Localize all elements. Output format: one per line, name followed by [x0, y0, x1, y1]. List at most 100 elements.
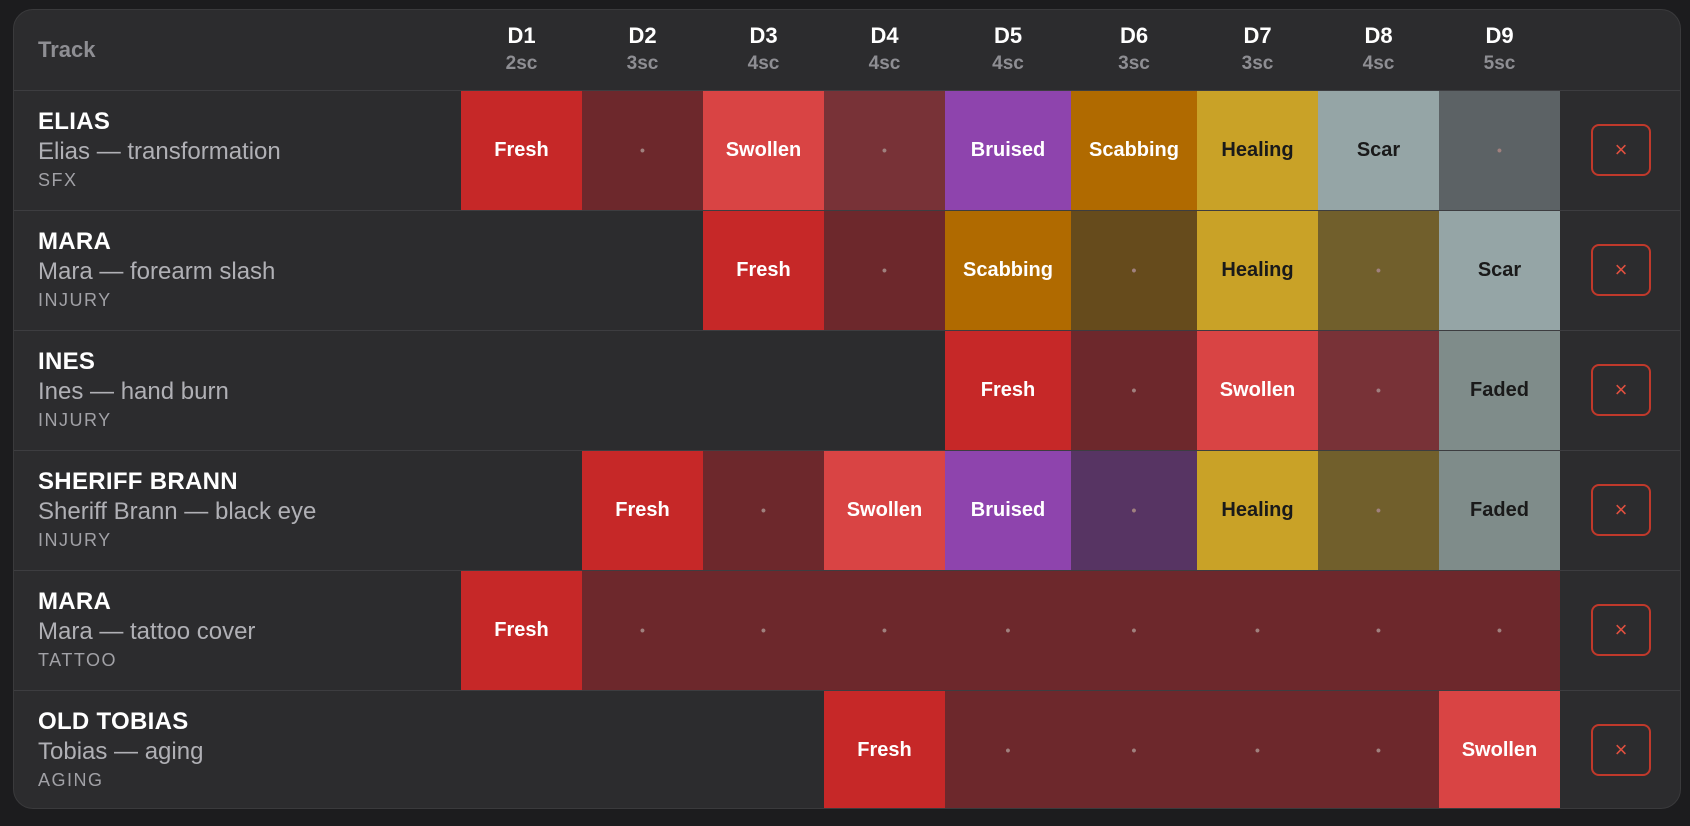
track-name: MARA	[38, 228, 112, 255]
header-row: Track D1 2sc D2 3sc D3 4sc D4 4sc D5 4sc D6 3sc D7 3s…	[14, 10, 1680, 90]
day-column-header: D4 4sc	[824, 10, 945, 90]
continuation-cell[interactable]: •	[1197, 689, 1318, 808]
continuation-cell[interactable]: •	[1071, 689, 1197, 808]
track-info: OLD TOBIAS Tobias — aging AGING	[14, 689, 461, 808]
row-actions: ×	[1560, 209, 1680, 330]
day-column-header: D8 4sc	[1318, 10, 1439, 90]
continuation-cell[interactable]: •	[703, 569, 824, 690]
track-row: SHERIFF BRANN Sheriff Brann — black eye IN…	[14, 449, 1680, 570]
track-info: ELIAS Elias — transformation SFX	[14, 89, 461, 210]
state-cell[interactable]: Fresh	[461, 569, 582, 690]
continuation-cell[interactable]: •	[824, 569, 945, 690]
day-scene-count: 4sc	[868, 52, 901, 74]
track-category: INJURY	[38, 410, 112, 430]
state-cell[interactable]: Swollen	[703, 89, 824, 210]
continuation-cell[interactable]: •	[1318, 329, 1439, 450]
state-cell[interactable]: Swollen	[824, 449, 945, 570]
continuation-cell[interactable]: •	[1071, 209, 1197, 330]
day-scene-count: 5sc	[1483, 52, 1516, 74]
day-scene-count: 4sc	[992, 52, 1024, 74]
state-cell[interactable]: Fresh	[461, 89, 582, 210]
state-cell[interactable]: Scar	[1439, 209, 1560, 330]
continuation-cell[interactable]: •	[1439, 89, 1560, 210]
remove-track-button[interactable]: ×	[1591, 724, 1651, 777]
row-actions: ×	[1560, 89, 1680, 210]
continuation-cell[interactable]: •	[582, 89, 703, 210]
state-cell[interactable]: Swollen	[1439, 689, 1560, 808]
continuation-cell[interactable]: •	[1318, 689, 1439, 808]
state-cell[interactable]: Fresh	[824, 689, 945, 808]
day-label: D3	[749, 22, 778, 48]
remove-track-button[interactable]: ×	[1591, 244, 1651, 296]
state-cell[interactable]: Faded	[1439, 449, 1560, 570]
day-column-header: D7 3sc	[1197, 10, 1318, 90]
track-description: Tobias — aging	[38, 738, 204, 766]
day-scene-count: 4sc	[747, 52, 780, 74]
continuation-cell[interactable]: •	[945, 569, 1071, 690]
row-actions: ×	[1560, 329, 1680, 450]
state-cell[interactable]: Scabbing	[1071, 89, 1197, 210]
state-cell[interactable]: Swollen	[1197, 329, 1318, 450]
close-icon: ×	[1614, 737, 1628, 763]
day-label: D8	[1364, 22, 1393, 48]
continuation-cell[interactable]: •	[1071, 449, 1197, 570]
state-cell[interactable]: Bruised	[945, 89, 1071, 210]
day-column-header: D2 3sc	[582, 10, 703, 90]
track-row: MARA Mara — tattoo cover TATTOO Fresh • • • • • •…	[14, 569, 1680, 690]
continuation-cell[interactable]: •	[1318, 209, 1439, 330]
close-icon: ×	[1614, 257, 1628, 282]
track-description: Mara — forearm slash	[38, 258, 276, 285]
continuation-cell[interactable]: •	[1071, 569, 1197, 690]
remove-track-button[interactable]: ×	[1591, 364, 1651, 416]
actions-column-header	[1560, 10, 1680, 90]
remove-track-button[interactable]: ×	[1591, 124, 1651, 176]
state-cell[interactable]: Bruised	[945, 449, 1071, 570]
day-label: D7	[1243, 22, 1272, 48]
state-cell[interactable]: Fresh	[703, 209, 824, 330]
state-cell[interactable]: Fresh	[945, 329, 1071, 450]
grid-body: ELIAS Elias — transformation SFX Fresh • Swol…	[14, 89, 1680, 808]
close-icon: ×	[1614, 377, 1628, 402]
continuation-cell[interactable]: •	[824, 89, 945, 210]
track-row: INES Ines — hand burn INJURY Fresh • Swollen •…	[14, 329, 1680, 450]
day-label: D4	[870, 22, 899, 48]
row-actions: ×	[1560, 569, 1680, 690]
state-cell[interactable]: Faded	[1439, 329, 1560, 450]
continuation-cell[interactable]: •	[824, 209, 945, 330]
state-cell[interactable]: Healing	[1197, 89, 1318, 210]
continuation-cell[interactable]: •	[1318, 569, 1439, 690]
continuation-cell[interactable]: •	[945, 689, 1071, 808]
state-cell[interactable]: Scar	[1318, 89, 1439, 210]
continuity-tracker-panel: Track D1 2sc D2 3sc D3 4sc D4 4sc D5 4sc D6 3sc D7 3s…	[13, 9, 1681, 809]
row-actions: ×	[1560, 449, 1680, 570]
remove-track-button[interactable]: ×	[1591, 484, 1651, 536]
continuation-cell[interactable]: •	[1439, 569, 1560, 690]
state-cell[interactable]: Healing	[1197, 449, 1318, 570]
close-icon: ×	[1614, 137, 1628, 162]
remove-track-button[interactable]: ×	[1591, 604, 1651, 656]
state-cell[interactable]: Scabbing	[945, 209, 1071, 330]
track-row: ELIAS Elias — transformation SFX Fresh • Swol…	[14, 89, 1680, 210]
empty-cell	[703, 329, 824, 450]
continuation-cell[interactable]: •	[1318, 449, 1439, 570]
day-label: D2	[628, 22, 657, 48]
empty-cell	[461, 449, 582, 570]
state-cell[interactable]: Healing	[1197, 209, 1318, 330]
track-info: MARA Mara — tattoo cover TATTOO	[14, 569, 461, 690]
track-description: Mara — tattoo cover	[38, 618, 256, 645]
day-scene-count: 3sc	[1241, 52, 1274, 74]
continuation-cell[interactable]: •	[582, 569, 703, 690]
close-icon: ×	[1614, 617, 1628, 642]
track-category: TATTOO	[38, 650, 117, 670]
state-cell[interactable]: Fresh	[582, 449, 703, 570]
track-name: ELIAS	[38, 108, 111, 135]
continuation-cell[interactable]: •	[703, 449, 824, 570]
day-column-header: D6 3sc	[1071, 10, 1197, 90]
row-actions: ×	[1560, 689, 1680, 808]
track-name: MARA	[38, 588, 112, 615]
continuation-cell[interactable]: •	[1071, 329, 1197, 450]
track-name: SHERIFF BRANN	[38, 468, 238, 495]
track-name: OLD TOBIAS	[38, 708, 189, 736]
day-scene-count: 3sc	[1118, 52, 1150, 74]
continuation-cell[interactable]: •	[1197, 569, 1318, 690]
